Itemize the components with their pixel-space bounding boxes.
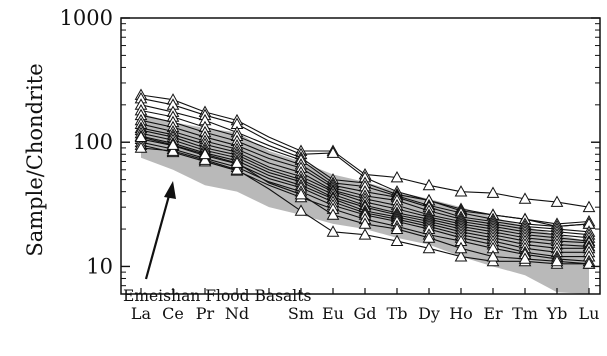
- x-tick-label: Ce: [162, 304, 184, 323]
- data-point: [230, 163, 244, 175]
- data-point: [390, 170, 404, 183]
- data-point: [422, 231, 436, 243]
- x-tick-label: La: [131, 304, 152, 323]
- field-annotation: Emeishan Flood Basalts: [123, 287, 311, 305]
- data-point: [294, 204, 308, 216]
- y-axis-label: Sample/Chondrite: [23, 63, 47, 256]
- data-point: [582, 257, 596, 269]
- data-point: [550, 195, 564, 207]
- annotation-arrowhead: [164, 181, 176, 199]
- data-point: [454, 241, 468, 254]
- x-tick-label: Eu: [322, 304, 344, 323]
- data-point: [166, 138, 180, 150]
- y-tick-label: 100: [73, 130, 113, 154]
- data-point: [454, 250, 468, 262]
- data-point: [390, 234, 404, 246]
- data-point: [518, 252, 532, 264]
- data-point: [422, 178, 436, 191]
- y-tick-label: 1000: [60, 6, 113, 30]
- annotation-arrow-shaft: [144, 191, 172, 280]
- series-16: [134, 130, 596, 269]
- plot-frame: [120, 17, 601, 295]
- x-tick-label: Lu: [579, 304, 600, 323]
- x-tick-label: Tb: [387, 304, 408, 323]
- x-tick-label: Sm: [288, 304, 314, 323]
- series-layer: [134, 88, 596, 269]
- x-tick-label: Dy: [418, 304, 440, 323]
- data-point: [134, 130, 148, 142]
- data-point: [294, 187, 308, 200]
- data-point: [326, 208, 340, 220]
- data-point: [198, 147, 212, 160]
- data-point: [422, 241, 436, 254]
- data-point: [358, 228, 372, 240]
- data-point: [166, 144, 180, 156]
- axes-layer: [120, 17, 601, 295]
- x-tick-label: Yb: [546, 304, 568, 323]
- labels-layer: Sample/Chondrite Emeishan Flood Basalts: [23, 63, 311, 305]
- x-tick-label: Er: [483, 304, 503, 323]
- data-point: [326, 146, 340, 158]
- data-point: [358, 217, 372, 229]
- x-tick-label: Tm: [512, 304, 538, 323]
- ticks-layer: 10 100 1000 La Ce Pr Nd Sm Eu Gd Tb Dy Ho Er Tm Yb Lu: [60, 6, 600, 323]
- data-point: [550, 254, 564, 267]
- x-tick-label: Pr: [196, 304, 215, 323]
- x-tick-label: Gd: [353, 304, 376, 323]
- x-tick-label: Ho: [449, 304, 473, 323]
- y-tick-label: 10: [86, 254, 113, 278]
- data-point: [198, 153, 212, 165]
- data-point: [326, 225, 340, 237]
- x-tick-label: Nd: [225, 304, 249, 323]
- data-point: [134, 141, 148, 153]
- data-point: [518, 192, 532, 204]
- data-point: [486, 186, 500, 198]
- data-point: [390, 222, 404, 234]
- data-point: [230, 156, 244, 168]
- data-point: [454, 185, 468, 197]
- data-point: [486, 250, 500, 262]
- data-point: [582, 200, 596, 213]
